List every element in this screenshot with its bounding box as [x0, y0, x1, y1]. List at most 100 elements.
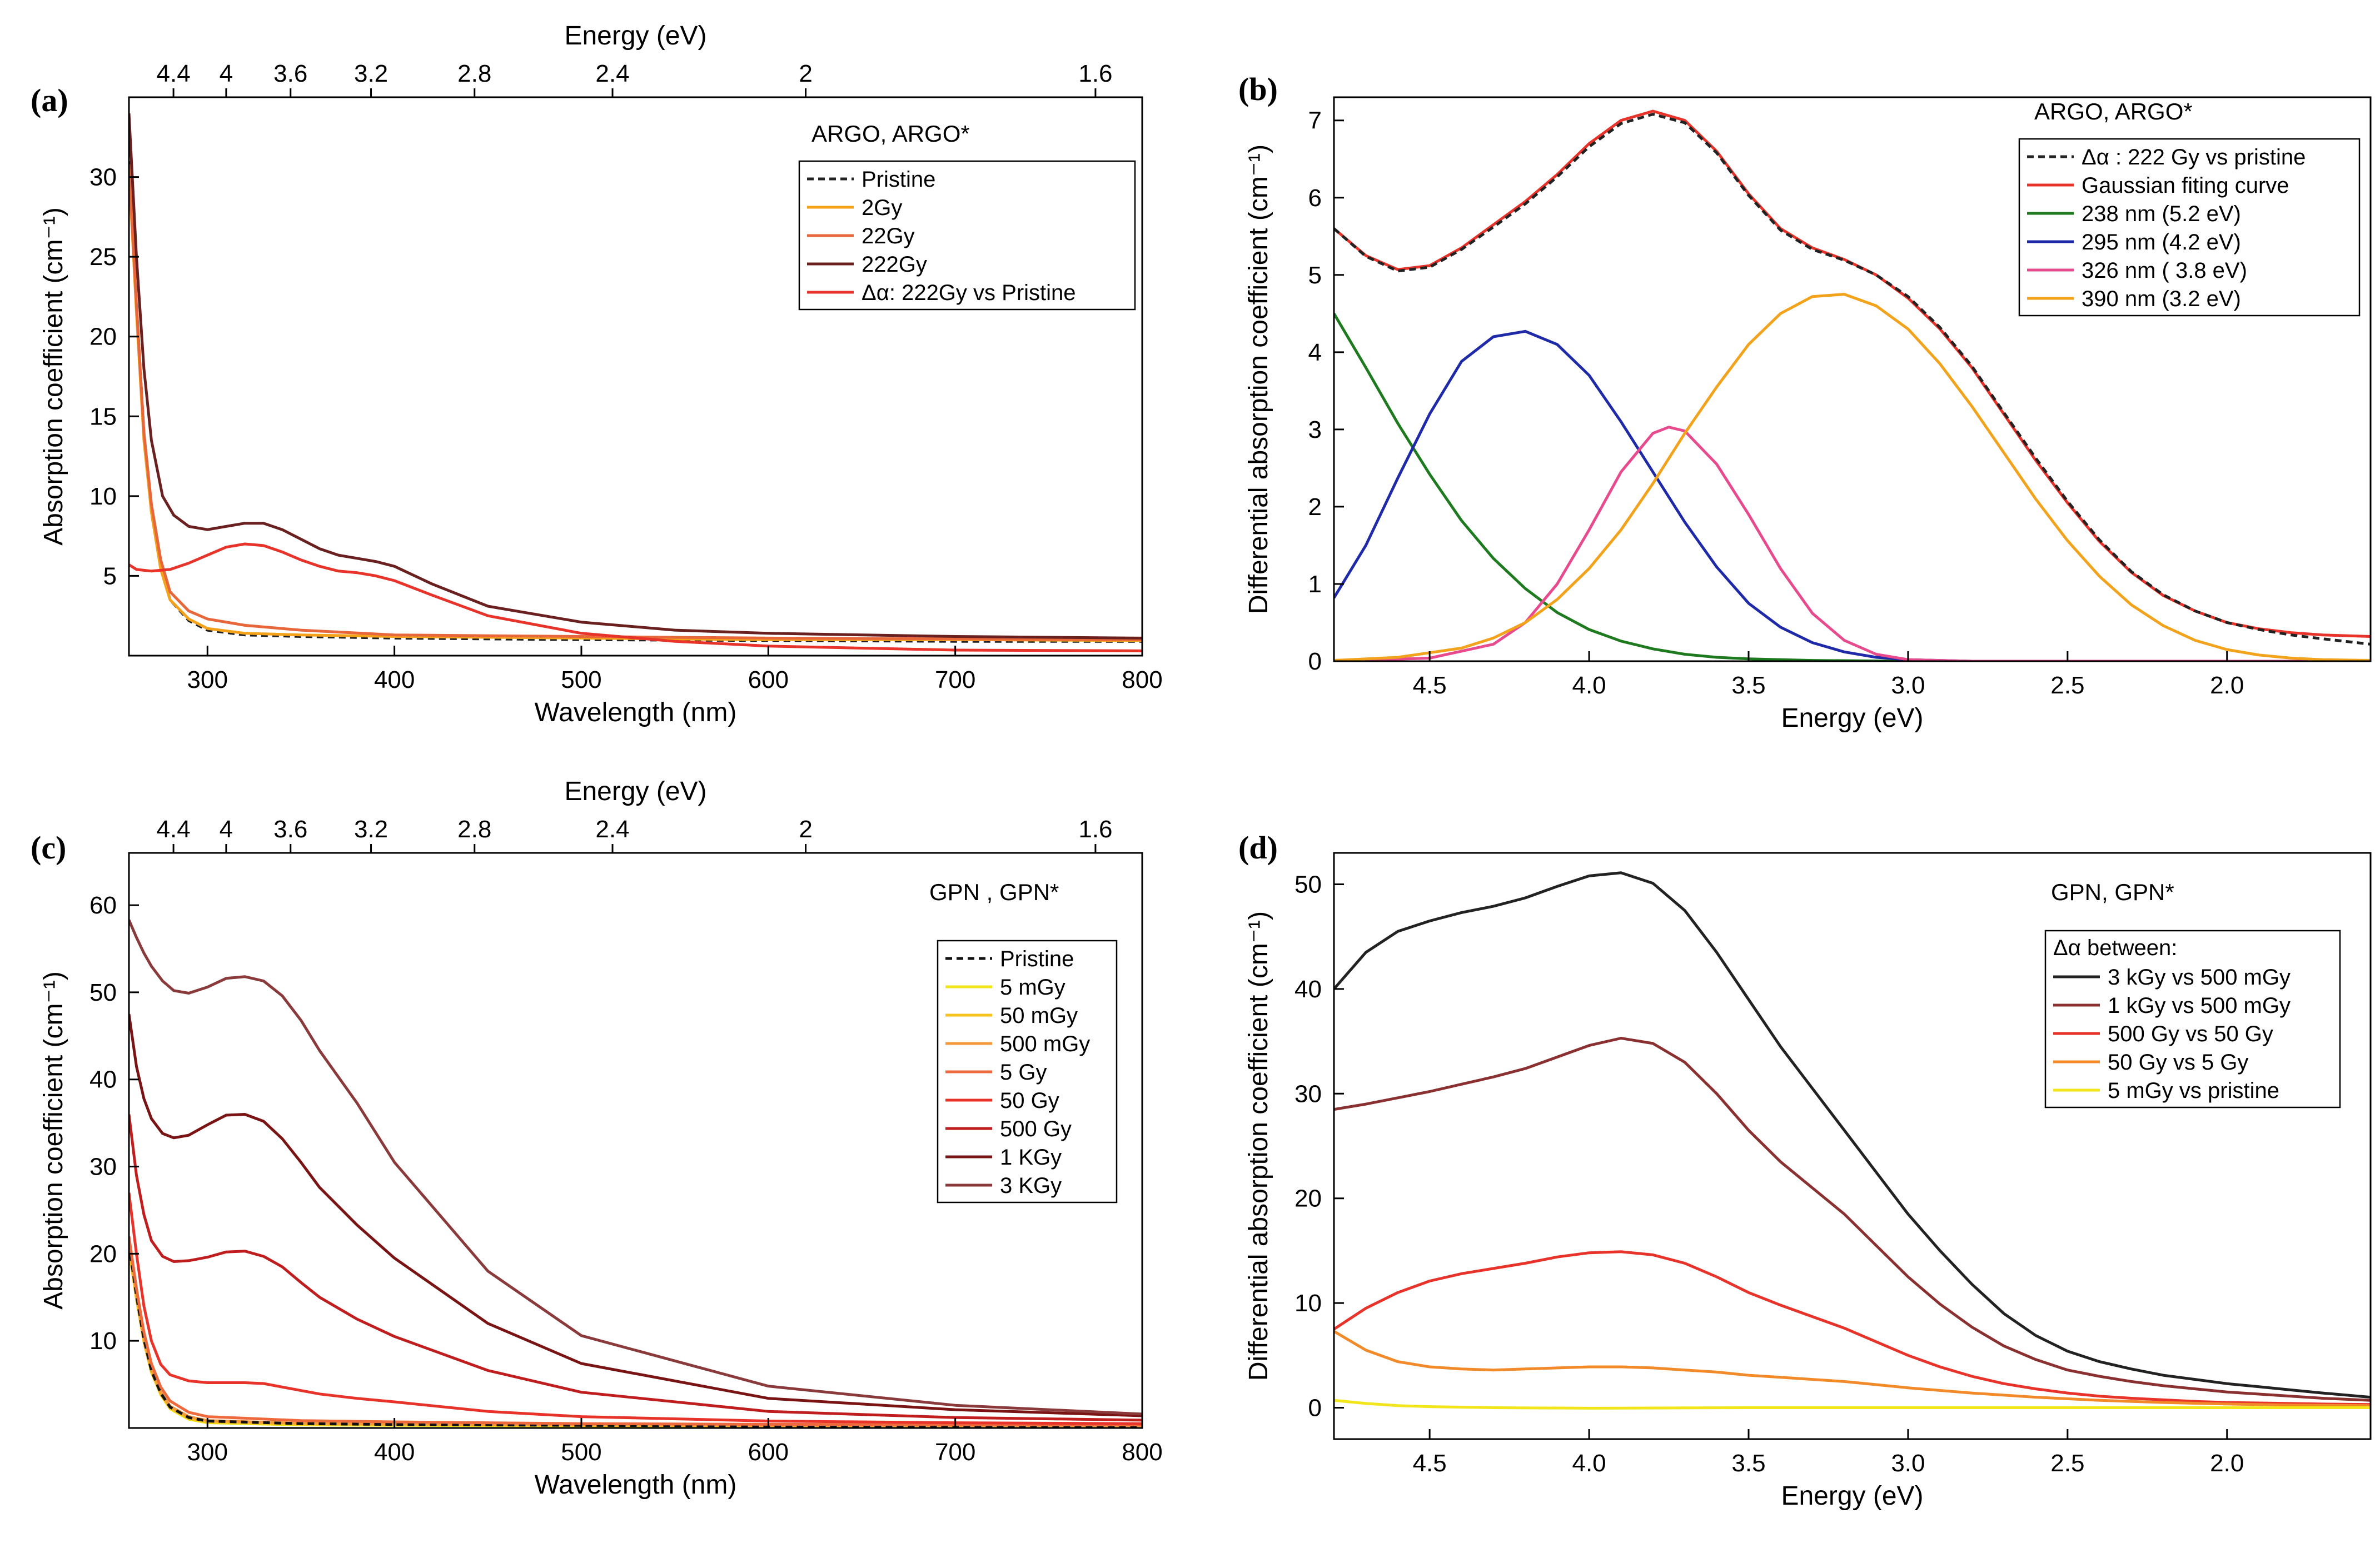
series-line-c-6	[129, 1114, 1142, 1422]
y-tick-label: 10	[1294, 1290, 1322, 1317]
series-line-b-4	[1334, 426, 2371, 661]
y-tick-label: 20	[89, 323, 117, 351]
series-line-c-7	[129, 1013, 1142, 1417]
legend-entry: 238 nm (5.2 eV)	[2082, 202, 2241, 226]
series-line-b-3	[1334, 329, 2371, 661]
y-tick-label: 7	[1308, 107, 1322, 134]
legend: Δα between: 3 kGy vs 500 mGy 1 kGy vs 500 …	[2044, 930, 2341, 1108]
top-axis-label: Energy (eV)	[564, 21, 706, 51]
legend-entry: 5 mGy vs pristine	[2108, 1078, 2279, 1103]
series-line-b-5	[1334, 293, 2371, 661]
x-tick-label: 3.5	[1731, 672, 1765, 699]
plot-frame	[128, 96, 1143, 657]
legend-entry: 326 nm ( 3.8 eV)	[2082, 258, 2247, 283]
x-tick-label: 4.0	[1572, 1450, 1606, 1477]
y-axis-label: Absorption coefficient (cm⁻¹)	[39, 207, 68, 546]
series-line-b-2	[1334, 313, 2371, 661]
y-tick-label: 50	[1294, 871, 1322, 898]
series-line-c-5	[129, 1192, 1142, 1425]
panel-label: (d)	[1238, 830, 1278, 866]
y-tick-label: 60	[89, 892, 117, 919]
legend-entry: Pristine	[862, 167, 935, 192]
legend: Δα : 222 Gy vs pristine Gaussian fiting c…	[2018, 138, 2361, 317]
y-tick-label: 4	[1308, 339, 1322, 366]
legend-entry: 390 nm (3.2 eV)	[2082, 287, 2241, 311]
y-tick-label: 0	[1308, 1394, 1322, 1421]
y-tick-label: 5	[103, 562, 117, 590]
sample-annotation: ARGO, ARGO*	[811, 121, 970, 147]
x-tick-label: 4.5	[1413, 672, 1447, 699]
legend-entry: Gaussian fiting curve	[2082, 173, 2289, 198]
y-axis-label: Differential absorption coefficient (cm⁻…	[1244, 911, 1273, 1381]
x-axis-label: Wavelength (nm)	[535, 1470, 737, 1500]
top-tick-label: 2	[799, 60, 812, 87]
x-tick-label: 800	[1122, 1439, 1162, 1466]
panel-label: (b)	[1238, 71, 1278, 107]
legend-entry: 222Gy	[862, 252, 927, 277]
x-tick-label: 700	[935, 1439, 975, 1466]
series-line-d-3	[1334, 1330, 2371, 1407]
y-tick-label: 10	[89, 1327, 117, 1355]
legend-entry: 500 Gy	[1000, 1117, 1072, 1141]
series-line-c-4	[129, 1236, 1142, 1426]
top-tick-label: 3.6	[273, 816, 307, 843]
y-tick-label: 40	[1294, 976, 1322, 1003]
legend-title: Δα between:	[2053, 936, 2177, 960]
legend-box	[2044, 930, 2341, 1108]
top-tick-label: 4	[220, 60, 233, 87]
y-tick-label: 2	[1308, 493, 1322, 521]
y-tick-label: 30	[89, 164, 117, 191]
y-tick-label: 5	[1308, 262, 1322, 289]
panel-d: 4.5 4.0 3.5 3.0 2.5 2.0 0 10 20 30 40 50 Energy (eV)…	[1238, 830, 2372, 1511]
series-line-d-4	[1334, 1399, 2371, 1410]
legend: Pristine 2Gy 22Gy 222Gy Δα: 222Gy vs Pristin…	[798, 160, 1136, 311]
y-tick-label: 20	[1294, 1185, 1322, 1212]
legend-entry: 3 kGy vs 500 mGy	[2108, 965, 2291, 990]
legend-entry: 3 KGy	[1000, 1174, 1062, 1198]
legend-entry: 1 KGy	[1000, 1145, 1062, 1170]
top-tick-label: 3.2	[354, 60, 388, 87]
series-line-a-4	[129, 542, 1142, 652]
panel-label: (a)	[31, 82, 68, 118]
y-tick-label: 40	[89, 1066, 117, 1093]
y-tick-label: 3	[1308, 416, 1322, 443]
legend-box	[2018, 138, 2361, 317]
top-tick-label: 4	[220, 816, 233, 843]
top-tick-label: 2.8	[457, 816, 491, 843]
x-tick-label: 600	[748, 666, 789, 693]
panel-c: 300 400 500 600 700 800 10 20 30 40 50 60 4.4 4 3.6 3.2…	[31, 777, 1163, 1500]
legend-entry: 500 mGy	[1000, 1032, 1090, 1056]
sample-annotation: ARGO, ARGO*	[2034, 98, 2193, 124]
legend-entry: 22Gy	[862, 224, 915, 248]
top-tick-label: 3.6	[273, 60, 307, 87]
legend-entry: 2Gy	[862, 196, 902, 220]
series-line-a-3	[129, 113, 1142, 640]
plot-frame	[128, 852, 1143, 1429]
legend-entry: 5 mGy	[1000, 975, 1065, 1000]
top-tick-label: 1.6	[1078, 60, 1112, 87]
x-tick-label: 3.0	[1891, 1450, 1925, 1477]
series-line-d-1	[1334, 1037, 2371, 1402]
top-tick-label: 2	[799, 816, 812, 843]
x-axis-label: Wavelength (nm)	[535, 698, 737, 727]
x-tick-label: 2.0	[2210, 1450, 2244, 1477]
legend-entry: 5 Gy	[1000, 1060, 1047, 1085]
x-tick-label: 300	[187, 666, 228, 693]
y-tick-label: 10	[89, 483, 117, 510]
x-tick-label: 500	[561, 666, 601, 693]
x-tick-label: 3.5	[1731, 1450, 1765, 1477]
plot-frame	[1333, 852, 2372, 1440]
x-tick-label: 400	[374, 666, 415, 693]
legend-entry: Δα: 222Gy vs Pristine	[862, 281, 1076, 305]
x-tick-label: 2.5	[2050, 1450, 2084, 1477]
x-axis-label: Energy (eV)	[1781, 1481, 1923, 1511]
legend-entry: 50 Gy vs 5 Gy	[2108, 1050, 2248, 1075]
plot-frame	[1333, 96, 2372, 662]
panel-label: (c)	[31, 830, 66, 866]
series-line-c-1	[129, 1249, 1142, 1427]
y-axis-label: Absorption coefficient (cm⁻¹)	[39, 971, 68, 1310]
legend-entry: 1 kGy vs 500 mGy	[2108, 993, 2291, 1018]
x-axis-label: Energy (eV)	[1781, 703, 1923, 733]
top-tick-label: 2.8	[457, 60, 491, 87]
legend-entry: 50 Gy	[1000, 1088, 1059, 1113]
